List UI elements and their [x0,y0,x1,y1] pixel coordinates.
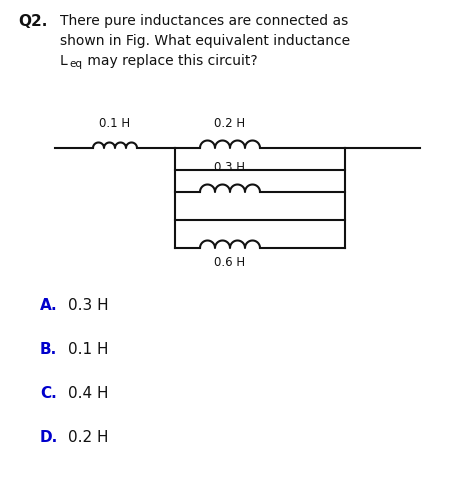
Text: may replace this circuit?: may replace this circuit? [83,54,258,68]
Text: 0.3 H: 0.3 H [68,298,109,313]
Text: C.: C. [40,386,57,401]
Text: 0.6 H: 0.6 H [214,256,246,269]
Text: 0.3 H: 0.3 H [215,161,246,174]
Text: L: L [60,54,68,68]
Text: eq: eq [69,59,82,69]
Text: D.: D. [40,430,58,445]
Text: Q2.: Q2. [18,14,47,29]
Text: A.: A. [40,298,58,313]
Text: 0.1 H: 0.1 H [68,342,109,357]
Text: shown in Fig. What equivalent inductance: shown in Fig. What equivalent inductance [60,34,350,48]
Text: 0.4 H: 0.4 H [68,386,109,401]
Text: There pure inductances are connected as: There pure inductances are connected as [60,14,348,28]
Text: 0.2 H: 0.2 H [68,430,109,445]
Text: 0.2 H: 0.2 H [214,117,246,130]
Text: B.: B. [40,342,57,357]
Text: 0.1 H: 0.1 H [100,117,130,130]
